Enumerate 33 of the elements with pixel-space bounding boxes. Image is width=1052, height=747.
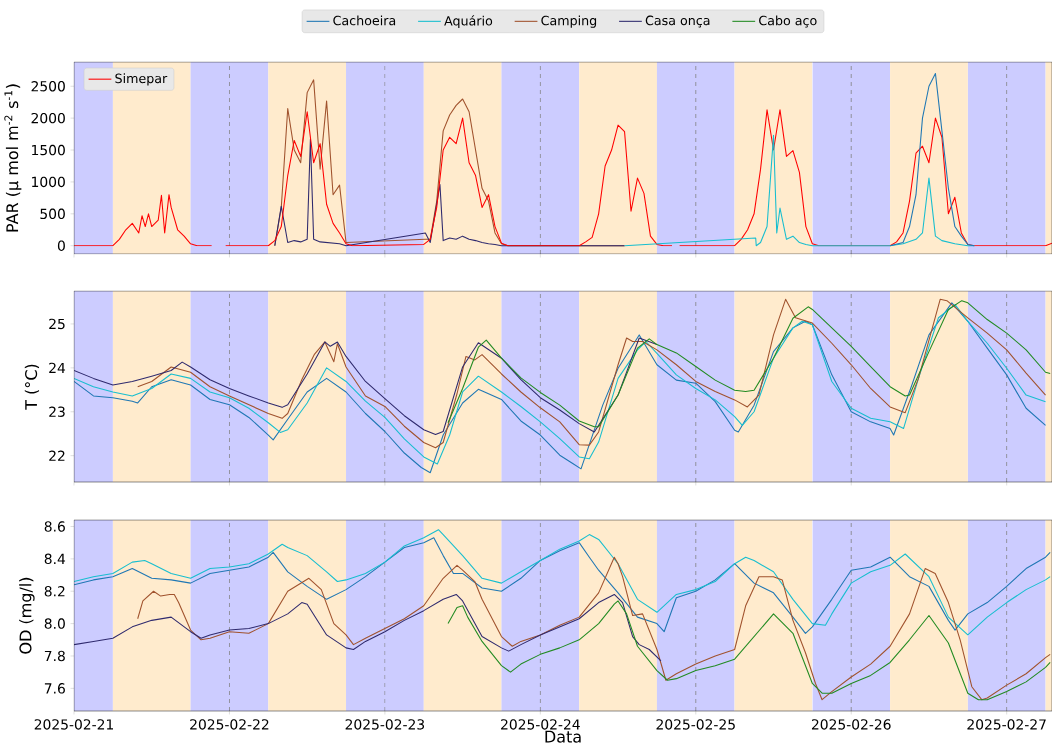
legend-label: Casa onça [645,15,710,28]
x-tick-label: 2025-02-24 [501,719,580,730]
legend-label: Camping [541,15,597,28]
y-tick-label: 8.6 [44,521,65,532]
y-axis-title: OD (mg/l) [19,577,35,654]
legend-label: Simepar [115,73,168,86]
legend-label: Cachoeira [333,15,396,26]
y-tick-label: 2500 [31,81,65,92]
y-tick-label: 1000 [32,176,65,188]
y-tick-label: 8.4 [44,553,66,565]
y-tick-label: 8.0 [44,618,65,629]
y-tick-label: 2000 [31,112,65,124]
y-tick-label: 23 [49,406,65,417]
x-tick-label: 2025-02-21 [34,719,113,730]
y-tick-label: 8.2 [44,585,65,597]
x-tick-label: 2025-02-22 [190,719,269,730]
y-tick-label: 24 [49,362,66,373]
y-tick-label: 22 [49,450,65,461]
x-axis-title: Data [545,730,581,743]
x-tick-label: 2025-02-26 [811,719,891,730]
x-tick-label: 2025-02-27 [967,719,1046,730]
y-axis-title: PAR (μ mol m$^{-2}$ s$^{-1}$) [4,84,22,232]
y-tick-label: 0 [57,240,65,251]
x-tick-label: 2025-02-25 [656,719,735,730]
y-tick-label: 1500 [32,144,65,156]
legend-label: Cabo aço [759,15,817,28]
legend-label: Aquário [444,15,493,29]
y-tick-label: 7.6 [44,683,65,694]
x-tick-label: 2025-02-23 [345,719,425,730]
y-tick-label: 500 [40,208,65,220]
y-tick-label: 25 [49,318,65,330]
y-tick-label: 7.8 [44,650,65,662]
y-axis-title: T (°C) [24,364,40,410]
